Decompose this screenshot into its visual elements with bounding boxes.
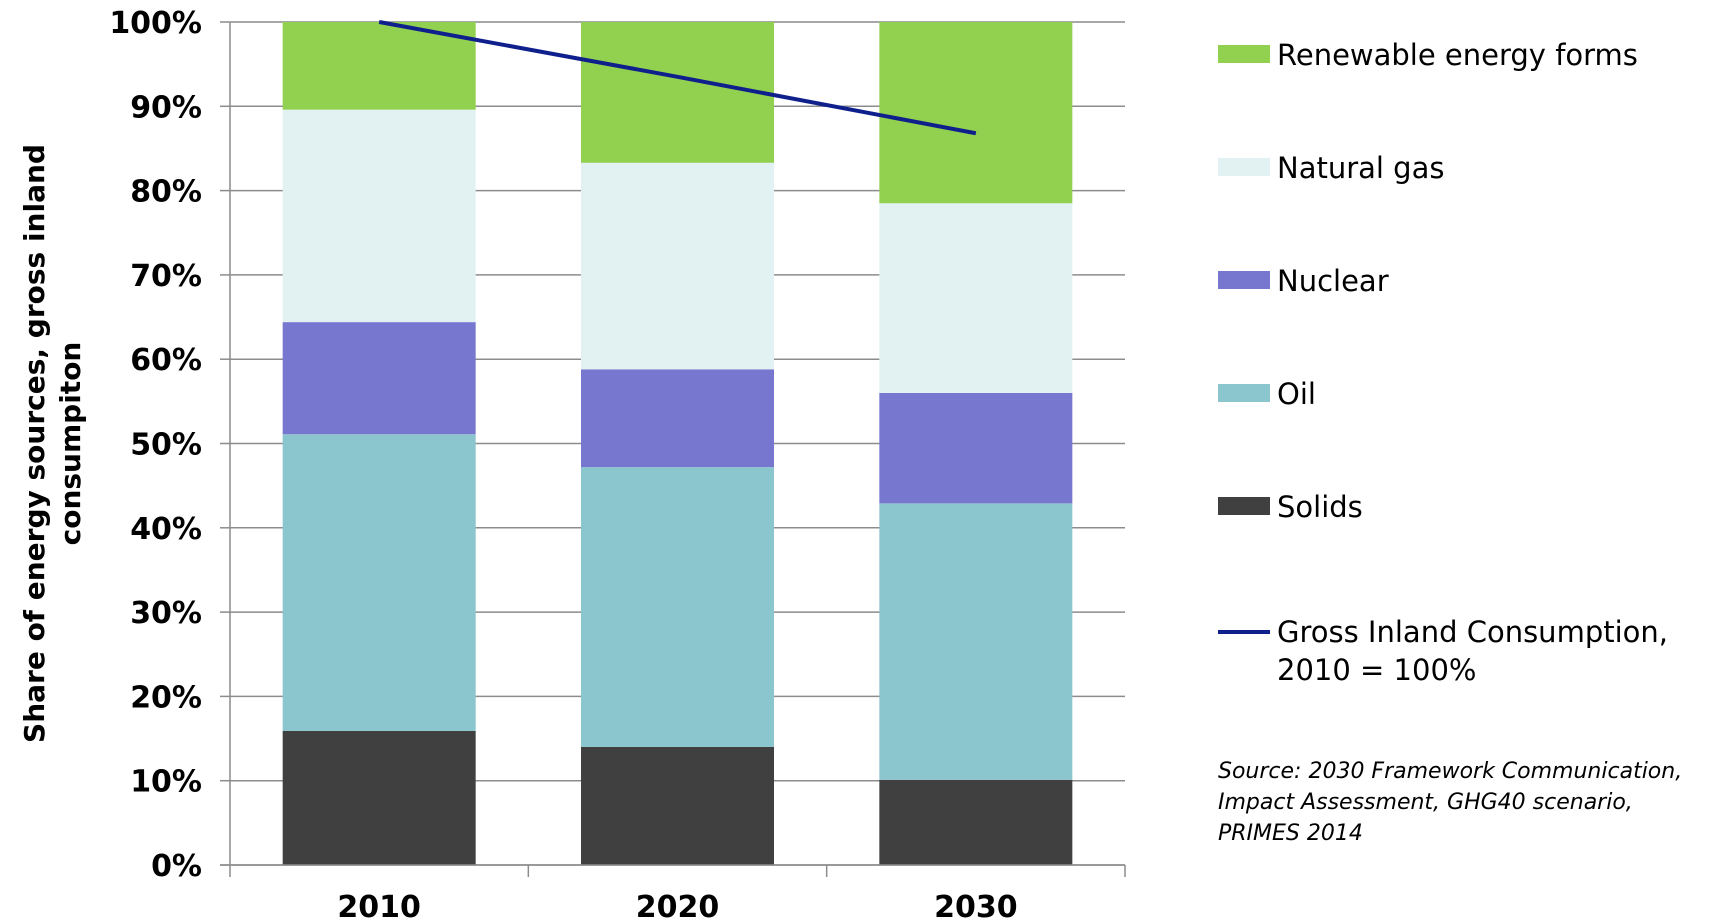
legend-swatch-oil bbox=[1218, 384, 1270, 402]
bar-natural-gas-2010 bbox=[282, 109, 476, 323]
y-tick-label-20: 20% bbox=[130, 680, 202, 715]
source-line-1: Source: 2030 Framework Communication, bbox=[1218, 759, 1682, 784]
bar-segments bbox=[282, 22, 1073, 865]
legend-label-nuclear: Nuclear bbox=[1277, 264, 1389, 298]
y-axis-label-line-1: Share of energy sources, gross inland bbox=[18, 144, 51, 743]
legend-swatch-nuclear bbox=[1218, 271, 1270, 289]
consumption-line-layer bbox=[378, 20, 977, 136]
y-tick-label-60: 60% bbox=[130, 343, 202, 378]
bar-oil-2010 bbox=[282, 434, 476, 731]
bar-nuclear-2010 bbox=[282, 322, 476, 435]
bar-oil-2020 bbox=[581, 467, 774, 747]
axes bbox=[220, 21, 1126, 877]
bar-solids-2020 bbox=[581, 746, 774, 865]
legend-label-gross-inland-consumption-line-1: Gross Inland Consumption, bbox=[1277, 615, 1668, 649]
legend-swatch-renewable-energy-forms bbox=[1218, 45, 1270, 63]
y-tick-label-0: 0% bbox=[151, 849, 202, 884]
y-tick-label-50: 50% bbox=[130, 428, 202, 463]
bar-renewable-energy-forms-2020 bbox=[581, 22, 774, 163]
bar-nuclear-2030 bbox=[879, 392, 1073, 504]
bar-oil-2030 bbox=[879, 503, 1073, 780]
bar-solids-2030 bbox=[879, 779, 1073, 865]
bar-renewable-energy-forms-2030 bbox=[879, 22, 1073, 204]
bar-renewable-energy-forms-2010 bbox=[282, 22, 476, 110]
bar-natural-gas-2030 bbox=[879, 203, 1073, 393]
x-tick-label-2030: 2030 bbox=[934, 890, 1018, 923]
legend-label-gross-inland-consumption-line-2: 2010 = 100% bbox=[1277, 653, 1476, 687]
y-tick-label-90: 90% bbox=[130, 90, 202, 125]
legend-label-oil: Oil bbox=[1277, 377, 1316, 411]
legend-swatch-natural-gas bbox=[1218, 158, 1270, 176]
source-line-3: PRIMES 2014 bbox=[1218, 821, 1363, 846]
y-tick-label-10: 10% bbox=[130, 765, 202, 800]
source-note: Source: 2030 Framework Communication, Imp… bbox=[1218, 759, 1682, 846]
y-tick-label-30: 30% bbox=[130, 596, 202, 631]
y-tick-label-100: 100% bbox=[109, 6, 202, 41]
y-tick-label-80: 80% bbox=[130, 175, 202, 210]
x-tick-label-2010: 2010 bbox=[337, 890, 421, 923]
bar-solids-2010 bbox=[282, 730, 476, 865]
y-tick-label-40: 40% bbox=[130, 512, 202, 547]
legend-label-solids: Solids bbox=[1277, 490, 1363, 524]
y-tick-label-70: 70% bbox=[130, 259, 202, 294]
legend: Renewable energy forms Natural gas Nuclear… bbox=[1218, 38, 1668, 687]
bar-nuclear-2020 bbox=[581, 369, 774, 468]
legend-swatch-solids bbox=[1218, 497, 1270, 515]
legend-label-renewable-energy-forms: Renewable energy forms bbox=[1277, 38, 1638, 72]
source-line-2: Impact Assessment, GHG40 scenario, bbox=[1218, 790, 1633, 815]
bar-natural-gas-2020 bbox=[581, 162, 774, 370]
y-axis-label: Share of energy sources, gross inland con… bbox=[18, 144, 87, 743]
y-axis-label-line-2: consumpiton bbox=[54, 342, 87, 546]
x-tick-label-2020: 2020 bbox=[636, 890, 720, 923]
legend-label-natural-gas: Natural gas bbox=[1277, 151, 1444, 185]
tick-labels: 0% 10% 20% 30% 40% 50% 60% 70% 80% 90% 100% 2010 202… bbox=[109, 6, 1017, 923]
